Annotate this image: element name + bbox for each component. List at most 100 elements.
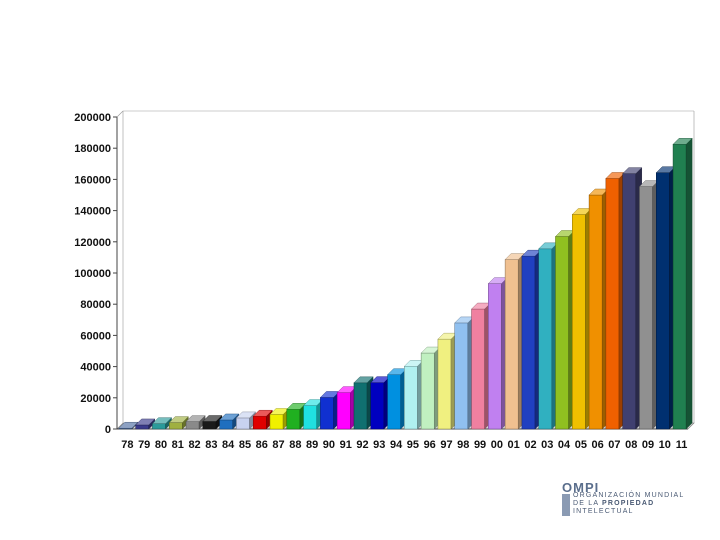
bar [672, 137, 693, 430]
bar [521, 249, 542, 430]
bar-top [252, 410, 273, 417]
x-tick-label: 87 [272, 439, 284, 451]
bar-front [236, 417, 250, 430]
bar [151, 417, 173, 430]
y-tick-label: 140000 [74, 206, 111, 218]
y-tick-label: 200000 [74, 112, 111, 124]
bar-front [437, 338, 452, 430]
x-tick-label: 98 [457, 439, 469, 451]
y-tick-label: 80000 [80, 299, 111, 311]
logo-emblem [562, 494, 570, 516]
bar [370, 376, 391, 430]
y-tick-label: 0 [105, 424, 111, 436]
bar-top [353, 376, 374, 384]
bar [168, 416, 189, 430]
bar-front [639, 186, 653, 430]
bar-front [135, 424, 149, 430]
bar [319, 391, 340, 430]
bar [538, 242, 559, 430]
x-tick-label: 99 [474, 439, 486, 451]
bar [454, 316, 475, 430]
bar [336, 386, 357, 430]
x-tick-label: 04 [558, 439, 571, 451]
x-tick-label: 03 [541, 439, 553, 451]
x-tick-label: 96 [424, 439, 436, 451]
bar-top [219, 413, 240, 421]
bar-front [605, 178, 620, 430]
x-tick-label: 91 [340, 439, 352, 451]
bar-front [454, 322, 469, 430]
bar-front [588, 194, 603, 430]
bar-front [336, 392, 351, 430]
y-axis-tick-labels: 0 20000 40000 60000 80000 100000 120000 140000 1… [74, 112, 111, 436]
y-tick-label: 60000 [80, 330, 111, 342]
x-tick-label: 10 [659, 439, 671, 451]
x-tick-label: 83 [205, 439, 217, 451]
bar [555, 230, 576, 430]
bar [588, 188, 609, 430]
logo-name: OMPI [562, 480, 600, 495]
x-tick-label: 94 [390, 439, 403, 451]
x-tick-label: 90 [323, 439, 335, 451]
x-tick-label: 84 [222, 439, 235, 451]
x-tick-label: 85 [239, 439, 251, 451]
x-tick-label: 95 [407, 439, 419, 451]
bar [353, 376, 374, 430]
bar [286, 402, 307, 430]
logo-line-2-bold: PROPIEDAD [602, 500, 655, 507]
bar-side [685, 137, 693, 430]
bar [403, 359, 424, 430]
y-tick-label: 180000 [74, 143, 111, 155]
bar-top [151, 417, 173, 424]
bar-front [420, 352, 435, 430]
bar-top [168, 416, 189, 423]
bar-front [538, 248, 553, 430]
bar-front [488, 283, 502, 430]
x-tick-label: 01 [508, 439, 520, 451]
x-tick-label: 79 [138, 439, 150, 451]
bar [252, 409, 273, 430]
y-tick-label: 100000 [74, 268, 111, 280]
bar [387, 368, 408, 430]
bar-top [118, 422, 139, 429]
x-tick-label: 11 [676, 439, 688, 451]
x-tick-label: 09 [642, 439, 654, 451]
x-tick-label: 00 [491, 439, 503, 451]
bar [622, 167, 643, 430]
x-tick-label: 05 [575, 439, 587, 451]
bar-front [269, 414, 284, 430]
bar-front [168, 422, 183, 430]
x-tick-label: 93 [373, 439, 385, 451]
x-tick-label: 97 [440, 439, 452, 451]
bar [504, 253, 525, 430]
x-axis-tick-labels: 78 79 80 81 82 83 84 85 86 87 88 89 90 91 92 93 94 95 96 97… [121, 439, 687, 451]
bar-front [672, 144, 687, 430]
x-tick-label: 92 [356, 439, 368, 451]
logo-line-2-prefix: DE LA [573, 500, 602, 507]
bar-top [135, 418, 156, 426]
bar-front [185, 421, 200, 430]
bar [135, 418, 156, 430]
bar [571, 208, 592, 430]
bar-front [152, 423, 166, 430]
bar [605, 171, 626, 430]
bar-front [387, 374, 401, 430]
chart-bars [118, 137, 693, 430]
bar-front [219, 419, 233, 430]
y-tick-label: 20000 [80, 393, 111, 405]
bar-front [303, 405, 317, 430]
x-tick-label: 02 [524, 439, 536, 451]
bar [269, 408, 290, 430]
x-tick-label: 08 [625, 439, 637, 451]
x-tick-label: 88 [289, 439, 301, 451]
bar [185, 415, 206, 430]
bar-front [572, 214, 586, 430]
bar [420, 346, 441, 430]
x-tick-label: 86 [256, 439, 268, 451]
bar-front [504, 259, 519, 430]
bar-front [202, 421, 217, 430]
bar-front [370, 382, 385, 430]
x-tick-label: 82 [188, 439, 200, 451]
x-tick-label: 89 [306, 439, 318, 451]
bar [638, 180, 660, 430]
